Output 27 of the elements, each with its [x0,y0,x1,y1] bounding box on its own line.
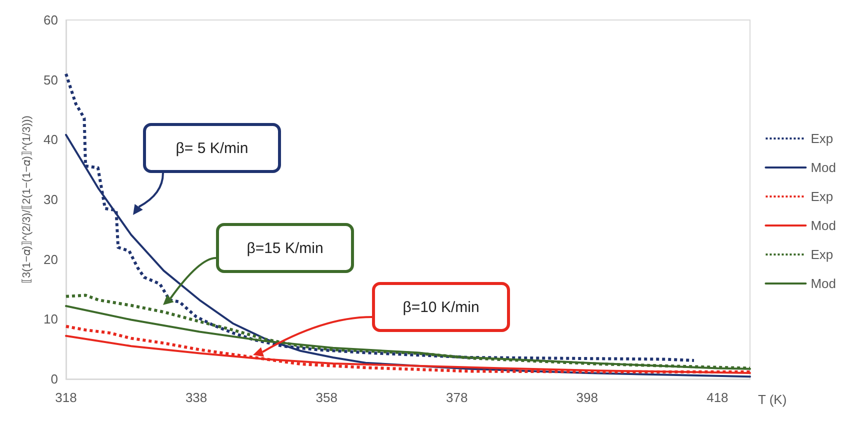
y-axis-title: ⟦3(1−𝛼)⟧^(2/3)/⟦2(1−(1−𝛼)⟧^(1/3))) [21,116,34,284]
y-tick-label: 0 [50,372,58,386]
callout-box: β=10 K/min [372,282,510,332]
legend-label: Mod [810,160,836,175]
y-tick-label: 40 [44,132,58,148]
x-tick-label: 398 [576,390,598,405]
annotation: β=10 K/min [402,298,480,316]
x-tick-label: 358 [316,390,338,405]
y-tick-label: 30 [44,192,58,207]
x-tick-label: 338 [185,390,208,405]
legend-label: Exp [810,131,834,146]
y-tick-label: 10 [44,312,58,327]
x-tick-label: 378 [446,390,468,405]
y-tick-label: 20 [44,252,58,267]
x-tick-label: 418 [706,390,728,405]
x-tick-label: 318 [55,390,77,405]
legend-label: Exp [810,247,834,262]
callout-box: β= 5 K/min [143,123,281,173]
annotation: β= 5 K/min [176,140,248,156]
y-tick-label: 60 [44,12,58,28]
legend-label: Mod [810,276,836,291]
x-axis-title: T (K) [758,392,787,407]
callout-box: β=15 K/min [216,223,354,273]
y-tick-label: 50 [44,72,58,88]
legend-label: Exp [810,189,834,204]
legend-label: Mod [810,218,836,233]
annotation: β=15 K/min [246,240,324,256]
